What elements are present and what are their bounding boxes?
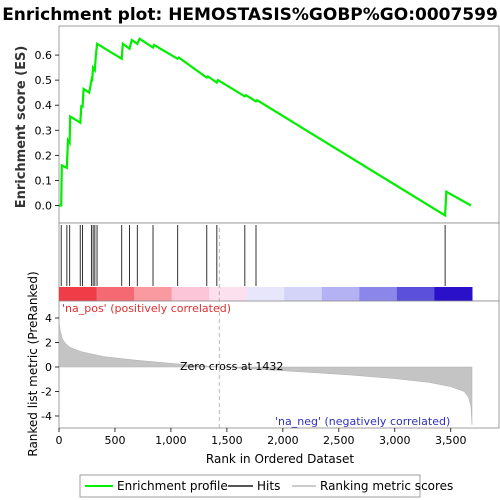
x-tick-label: 500 [104,434,125,447]
gradient-segment [321,287,360,301]
es-y-tick-label: 0.3 [35,124,53,137]
metric-area-group [58,228,473,428]
legend-label-hits: Hits [257,479,280,493]
es-y-tick-label: 0.0 [35,199,53,212]
ranking-metric-area [58,320,473,425]
legend-label-metric: Ranking metric scores [320,479,453,493]
x-tick-label: 2,000 [267,434,299,447]
legend: Enrichment profile Hits Ranking metric s… [79,474,453,498]
chart-title: Enrichment plot: HEMOSTASIS%GOBP%GO:0007… [2,5,498,25]
metric-y-axis-label: Ranked list metric (PreRanked) [26,271,40,456]
metric-y-tick-label: -2 [41,386,52,399]
gradient-segment [359,287,398,301]
legend-label-enrichment: Enrichment profile [117,479,228,493]
es-y-tick-label: 0.2 [35,149,53,162]
es-panel: 0.0 0.1 0.2 0.3 0.4 0.5 0.6 Enrichment score (… [14,25,500,224]
gradient-segment [96,287,135,301]
es-y-axis-label: Enrichment score (ES) [14,46,29,209]
metric-x-ticks: 0 500 1,000 1,500 2,000 2,500 3,000 3,500 [56,428,467,447]
gradient-segment [246,287,285,301]
x-axis-label: Rank in Ordered Dataset [206,452,354,466]
x-tick-label: 2,500 [323,434,355,447]
metric-y-ticks: -4 -2 0 2 4 [41,312,59,423]
positive-correlation-label: 'na_pos' (positively correlated) [62,302,231,315]
metric-y-tick-label: -4 [41,410,52,423]
gradient-segment [434,287,473,301]
x-tick-label: 3,500 [435,434,467,447]
hits-panel [58,222,500,302]
metric-y-tick-label: 4 [45,312,52,325]
es-y-tick-label: 0.5 [35,74,53,87]
x-tick-label: 3,000 [379,434,411,447]
metric-y-tick-label: 0 [45,361,52,374]
gradient-segment [59,287,98,301]
gradient-segment [284,287,323,301]
es-y-ticks: 0.0 0.1 0.2 0.3 0.4 0.5 0.6 [35,49,59,212]
es-line-group [59,37,472,218]
hit-markers [60,225,446,286]
x-tick-label: 1,000 [155,434,187,447]
metric-y-tick-label: 2 [45,337,52,350]
x-tick-label: 0 [56,434,63,447]
gradient-segment [396,287,435,301]
gradient-segment [209,287,248,301]
enrichment-profile-line [59,37,472,218]
es-y-tick-label: 0.6 [35,49,53,62]
rank-gradient-bar [59,287,473,301]
metric-panel: -4 -2 0 2 4 0 500 1,000 1,500 2,000 2,500 3,000 3,5… [26,228,500,466]
negative-correlation-label: 'na_neg' (negatively correlated) [275,415,450,428]
gradient-segment [171,287,210,301]
es-y-tick-label: 0.1 [35,174,53,187]
x-tick-label: 1,500 [211,434,243,447]
zero-cross-label: Zero cross at 1432 [180,360,283,373]
es-y-tick-label: 0.4 [35,99,53,112]
gradient-segment [134,287,173,301]
es-plot-frame [58,25,500,224]
